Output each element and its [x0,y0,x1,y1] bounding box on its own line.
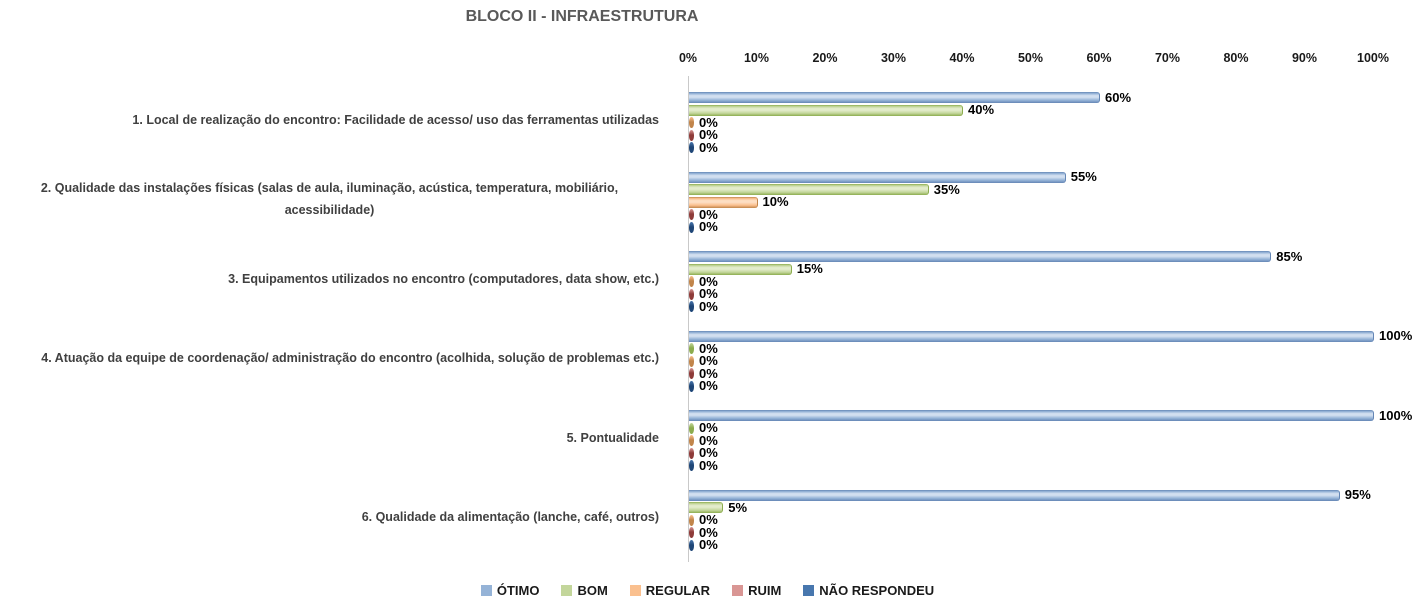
x-axis-tick: 70% [1154,51,1181,65]
bar-ruim [689,129,694,141]
category-label: 4. Atuação da equipe de coordenação/ adm… [41,351,659,366]
legend: ÓTIMO BOM REGULAR RUIM NÃO RESPONDEU [0,583,1415,598]
bar-regular [689,117,694,128]
bar-ótimo [689,171,1066,183]
x-axis-tick: 10% [743,51,770,65]
category-label: 6. Qualidade da alimentação (lanche, caf… [361,510,659,525]
bar-não-respondeu [689,221,694,233]
y-axis-line [688,76,689,562]
bar-ruim [689,209,694,220]
bar-regular [689,196,758,208]
bar-bom [689,184,929,195]
bar-value-label: 0% [699,286,718,301]
legend-item: NÃO RESPONDEU [803,583,934,598]
bar-não-respondeu [689,301,694,312]
legend-swatch-icon [480,585,492,596]
bar-regular [689,435,694,446]
x-axis-tick: 60% [1086,51,1112,65]
bar-value-label: 15% [796,261,823,276]
bar-value-label: 0% [699,378,718,393]
bar-ótimo [689,251,1272,262]
category-label: 2. Qualidade das instalações físicas (sa… [40,181,619,218]
bar-value-label: 5% [728,499,748,515]
bar-value-label: 0% [699,457,718,473]
bar-value-label: 55% [1070,169,1097,184]
bar-ótimo [689,330,1374,342]
bar-value-label: 35% [933,181,960,197]
bar-value-label: 0% [699,219,718,234]
bar-value-label: 0% [699,353,718,368]
bar-regular [689,276,694,287]
legend-swatch-icon [561,585,573,596]
x-axis-tick: 30% [880,51,907,65]
bar-bom [689,263,792,275]
bar-bom [689,343,694,354]
bar-value-label: 60% [1105,89,1132,105]
x-axis-tick: 50% [1017,51,1044,65]
bar-ótimo [689,489,1340,501]
legend-swatch-icon [629,585,641,596]
bar-value-label: 0% [699,365,718,381]
x-axis-tick: 40% [949,51,975,65]
x-axis-tick: 20% [812,51,838,65]
bar-não-respondeu [689,539,694,551]
x-axis-tick: 90% [1291,51,1318,65]
bar-value-label: 40% [968,102,995,117]
bar-bom [689,502,724,513]
bar-ruim [689,447,694,459]
bar-value-label: 95% [1344,487,1371,502]
category-label: 3. Equipamentos utilizados no encontro (… [228,271,659,286]
bar-value-label: 10% [762,194,789,209]
bar-value-label: 0% [699,127,718,142]
legend-label: NÃO RESPONDEU [819,583,935,598]
bar-value-label: 0% [699,139,718,155]
bar-bom [689,104,963,116]
bar-regular [689,355,694,367]
bar-regular [689,514,694,526]
bar-value-label: 0% [699,114,718,130]
legend-label: ÓTIMO [496,583,540,598]
legend-item: ÓTIMO [480,583,540,598]
category-label: 1. Local de realização do encontro: Faci… [132,112,659,127]
legend-swatch-icon [803,585,815,596]
legend-item: BOM [561,583,608,598]
bar-não-respondeu [689,460,694,471]
x-axis-tick: 100% [1357,51,1389,65]
bar-value-label: 0% [699,420,718,435]
x-axis-tick: 80% [1223,51,1249,65]
bar-ótimo [689,410,1374,421]
bar-value-label: 0% [699,206,718,222]
bar-value-label: 0% [699,273,718,289]
legend-label: REGULAR [645,583,711,598]
bar-value-label: 0% [699,432,718,448]
bar-value-label: 85% [1276,248,1303,264]
legend-label: RUIM [748,583,782,598]
bar-ruim [689,527,694,538]
bar-value-label: 0% [699,445,718,460]
bar-value-label: 0% [699,512,718,527]
bar-não-respondeu [689,142,694,153]
bar-value-label: 0% [699,298,718,314]
x-axis-tick: 0% [678,51,698,65]
bar-ótimo [689,92,1100,103]
legend-swatch-icon [732,585,744,596]
bar-value-label: 0% [699,537,718,552]
legend-item: REGULAR [629,583,711,598]
bar-ruim [689,288,694,300]
bar-value-label: 100% [1379,407,1413,423]
bar-value-label: 0% [699,340,718,356]
bar-value-label: 0% [699,524,718,540]
category-label: 5. Pontualidade [566,430,659,445]
bar-bom [689,422,694,434]
bar-ruim [689,368,694,379]
bar-value-label: 100% [1379,328,1413,343]
bar-não-respondeu [689,380,694,392]
chart-title: BLOCO II - INFRAESTRUTURA [465,8,699,25]
legend-label: BOM [577,583,608,598]
legend-item: RUIM [732,583,781,598]
